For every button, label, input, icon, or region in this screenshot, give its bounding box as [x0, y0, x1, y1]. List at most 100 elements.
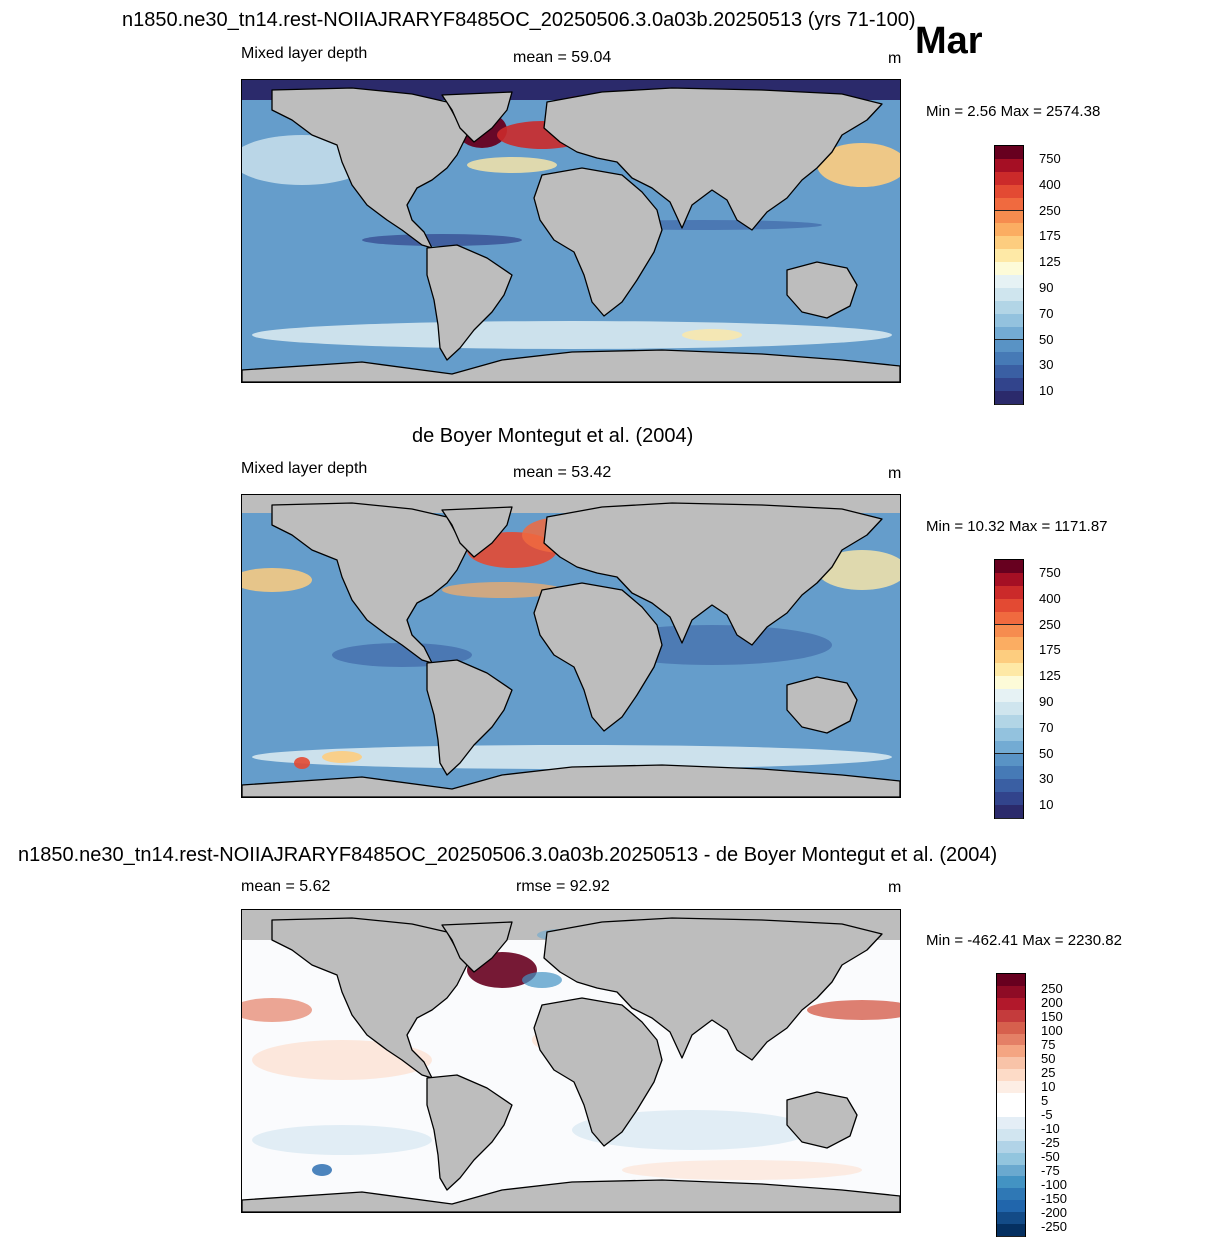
colorbar-swatch: [995, 378, 1023, 393]
colorbar-tick-label: 125: [1039, 254, 1061, 270]
figure-title: n1850.ne30_tn14.rest-NOIIAJRARYF8485OC_2…: [122, 9, 916, 31]
obs-colorbar: 750 400 250 175 125 90 70 50 30 10: [994, 559, 1061, 819]
colorbar-swatch: [995, 313, 1023, 328]
colorbar-tick-label: -5: [1041, 1106, 1053, 1122]
colorbar-swatch: [995, 171, 1023, 186]
panel-diff-units-label: m: [888, 879, 902, 896]
colorbar-swatch: [995, 650, 1023, 665]
panel-model-left-label: Mixed layer depth: [241, 45, 368, 62]
colorbar-swatch: [995, 326, 1023, 341]
colorbar-swatch: [995, 753, 1023, 768]
colorbar-tick-label: 90: [1039, 279, 1054, 295]
colorbar-tick-label: 125: [1039, 668, 1061, 684]
colorbar-tick-label: -200: [1041, 1205, 1068, 1221]
panel-model-mean-label: mean = 59.04: [513, 49, 612, 66]
colorbar-tick-label: -75: [1041, 1163, 1060, 1179]
colorbar-tick-label: -25: [1041, 1135, 1060, 1150]
model-mld-map: [241, 79, 901, 383]
colorbar-swatch: [995, 146, 1023, 160]
colorbar-tick-label: 50: [1041, 1050, 1056, 1066]
colorbar-tick-label: 400: [1039, 176, 1061, 192]
colorbar-tick-label: -250: [1041, 1219, 1068, 1235]
colorbar-tick-label: 175: [1039, 642, 1061, 658]
panel-diff-rmse-label: rmse = 92.92: [516, 878, 610, 895]
colorbar-swatch: [995, 714, 1023, 729]
colorbar-tick-label: -100: [1041, 1177, 1068, 1193]
panel-diff-mean-label: mean = 5.62: [241, 878, 331, 895]
colorbar-swatch: [995, 598, 1023, 613]
colorbar-swatch: [995, 676, 1023, 690]
colorbar-tick-label: 200: [1041, 994, 1063, 1010]
colorbar-swatch: [997, 1224, 1025, 1237]
obs-mld-map: [241, 494, 901, 798]
colorbar-tick-label: 100: [1041, 1022, 1063, 1038]
colorbar-swatch: [995, 624, 1023, 639]
colorbar-swatch: [995, 611, 1023, 626]
colorbar-swatch: [995, 352, 1023, 367]
colorbar-swatch: [995, 740, 1023, 755]
colorbar-swatch: [995, 339, 1023, 354]
colorbar-tick-label: 10: [1039, 797, 1054, 813]
diff-mld-map: [241, 909, 901, 1213]
panel-model-minmax: Min = 2.56 Max = 2574.38: [926, 103, 1101, 120]
colorbar-tick-label: 30: [1039, 357, 1054, 373]
colorbar-swatch: [995, 585, 1023, 600]
panel-obs-mean-label: mean = 53.42: [513, 464, 612, 481]
panel-obs-units-label: m: [888, 465, 902, 482]
colorbar-swatch: [995, 701, 1023, 716]
colorbar-tick-label: 10: [1039, 383, 1054, 399]
model-colorbar: 750 400 250 175 125 90 70 50 30 10: [994, 145, 1061, 405]
panel-obs-heading: de Boyer Montegut et al. (2004): [412, 425, 694, 447]
colorbar-swatch: [995, 210, 1023, 225]
colorbar-swatch: [995, 223, 1023, 238]
colorbar-tick-label: 250: [1041, 980, 1063, 996]
colorbar-tick-label: -150: [1041, 1191, 1068, 1207]
colorbar-swatch: [995, 287, 1023, 302]
colorbar-swatch: [995, 766, 1023, 781]
colorbar-tick-label: 75: [1041, 1036, 1056, 1052]
colorbar-swatch: [995, 779, 1023, 794]
colorbar-swatch: [995, 637, 1023, 652]
diff-colorbar: 250 200 150 100 75 50 25 10 5 -5 -10 -25 -50 -75 -100-…: [996, 973, 1067, 1237]
colorbar-tick-label: 50: [1039, 331, 1054, 347]
colorbar-tick-label: 70: [1039, 719, 1054, 735]
colorbar-swatch: [995, 158, 1023, 173]
colorbar-swatch: [995, 262, 1023, 276]
colorbar-swatch: [995, 560, 1023, 574]
colorbar-tick-label: -50: [1041, 1149, 1060, 1164]
colorbar-swatch: [995, 275, 1023, 289]
colorbar-swatch: [995, 805, 1023, 819]
colorbar-swatch: [995, 365, 1023, 380]
panel-model-units-label: m: [888, 50, 902, 67]
colorbar-tick-label: 175: [1039, 228, 1061, 244]
colorbar-swatch: [995, 689, 1023, 703]
colorbar-swatch: [995, 249, 1023, 264]
colorbar-swatch: [995, 727, 1023, 742]
colorbar-swatch: [995, 572, 1023, 587]
colorbar-tick-label: 250: [1039, 202, 1061, 218]
panel-diff-heading: n1850.ne30_tn14.rest-NOIIAJRARYF8485OC_2…: [18, 844, 998, 866]
colorbar-tick-label: 90: [1039, 693, 1054, 709]
colorbar-swatch: [995, 792, 1023, 807]
panel-obs-minmax: Min = 10.32 Max = 1171.87: [926, 518, 1108, 535]
panel-diff-minmax: Min = -462.41 Max = 2230.82: [926, 932, 1122, 949]
colorbar-swatch: [995, 184, 1023, 199]
colorbar-tick-label: 5: [1041, 1092, 1049, 1108]
colorbar-tick-label: 250: [1039, 616, 1061, 632]
month-label: Mar: [915, 20, 983, 62]
colorbar-swatch: [995, 197, 1023, 212]
colorbar-tick-label: 750: [1039, 150, 1061, 166]
colorbar-tick-label: 25: [1041, 1064, 1056, 1080]
panel-obs-left-label: Mixed layer depth: [241, 460, 368, 477]
colorbar-swatch: [995, 300, 1023, 315]
colorbar-tick-label: 50: [1039, 745, 1054, 761]
colorbar-swatch: [995, 236, 1023, 251]
colorbar-tick-label: -10: [1041, 1120, 1060, 1136]
colorbar-swatch: [995, 663, 1023, 678]
colorbar-swatch: [995, 391, 1023, 405]
colorbar-tick-label: 750: [1039, 564, 1061, 580]
colorbar-tick-label: 150: [1041, 1008, 1063, 1024]
colorbar-tick-label: 70: [1039, 305, 1054, 321]
colorbar-tick-label: 400: [1039, 590, 1061, 606]
colorbar-tick-label: 10: [1041, 1078, 1056, 1094]
